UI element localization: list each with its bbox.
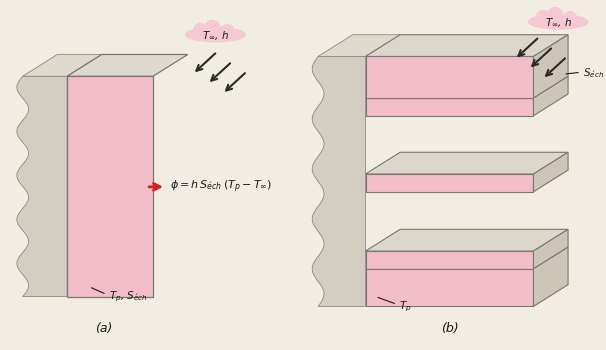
Polygon shape	[312, 56, 365, 306]
Polygon shape	[365, 251, 533, 269]
Polygon shape	[365, 269, 533, 306]
Polygon shape	[533, 76, 568, 116]
Ellipse shape	[528, 15, 588, 29]
Circle shape	[547, 8, 563, 23]
Circle shape	[221, 25, 234, 38]
Polygon shape	[533, 35, 568, 98]
Circle shape	[193, 23, 208, 38]
Circle shape	[557, 18, 568, 29]
Ellipse shape	[185, 28, 245, 42]
Text: $S_{\acute{e}ch}$: $S_{\acute{e}ch}$	[583, 66, 604, 80]
Polygon shape	[365, 76, 568, 98]
Polygon shape	[533, 247, 568, 306]
Polygon shape	[365, 98, 533, 116]
Circle shape	[214, 30, 225, 42]
Circle shape	[544, 18, 554, 28]
Polygon shape	[533, 152, 568, 192]
Text: $T_p$: $T_p$	[399, 299, 411, 314]
Polygon shape	[67, 55, 188, 76]
Text: (b): (b)	[441, 322, 458, 335]
Polygon shape	[365, 35, 568, 56]
Circle shape	[564, 12, 576, 25]
Polygon shape	[365, 152, 568, 174]
Text: $T_{\infty}$, $h$: $T_{\infty}$, $h$	[545, 17, 571, 29]
Polygon shape	[318, 35, 400, 56]
Polygon shape	[67, 55, 102, 296]
Polygon shape	[67, 76, 153, 296]
Circle shape	[536, 10, 550, 25]
Polygon shape	[365, 174, 533, 192]
Polygon shape	[365, 229, 568, 251]
Text: $T_{\infty}$, $h$: $T_{\infty}$, $h$	[202, 30, 229, 42]
Text: $T_p$, $S_{\acute{e}ch}$: $T_p$, $S_{\acute{e}ch}$	[108, 289, 148, 304]
Polygon shape	[365, 56, 533, 98]
Text: $\phi = h\, S_{\acute{e}ch}\,(T_p - T_\infty)$: $\phi = h\, S_{\acute{e}ch}\,(T_p - T_\i…	[170, 178, 272, 195]
Circle shape	[201, 30, 212, 41]
Circle shape	[205, 21, 220, 36]
Polygon shape	[533, 229, 568, 269]
Text: (a): (a)	[95, 322, 113, 335]
Polygon shape	[17, 76, 67, 296]
Polygon shape	[22, 55, 102, 76]
